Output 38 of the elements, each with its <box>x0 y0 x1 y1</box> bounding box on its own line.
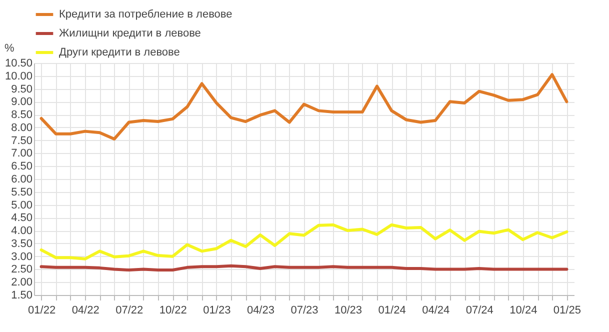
line-series <box>40 73 568 141</box>
y-tick-label: 6.00 <box>11 174 32 186</box>
x-tick-label: 04/24 <box>422 304 450 316</box>
y-tick-label: 1.50 <box>11 290 32 302</box>
y-tick-label: 9.50 <box>11 83 32 96</box>
y-axis-title: % <box>4 42 14 54</box>
y-tick-label: 4.00 <box>11 225 32 238</box>
x-tick-label: 07/24 <box>466 304 494 316</box>
y-tick-label: 2.00 <box>11 276 32 289</box>
x-tick-label: 01/22 <box>28 304 56 316</box>
y-tick-label: 3.50 <box>11 238 32 250</box>
y-tick-label: 7.50 <box>11 134 32 147</box>
y-tick-label: 8.00 <box>11 122 32 134</box>
legend-label: Други кредити в левове <box>59 46 180 58</box>
y-tick-label: 9.00 <box>11 96 32 108</box>
x-tick-label: 10/23 <box>334 304 362 316</box>
y-tick-label: 2.50 <box>11 264 32 276</box>
y-tick-label: 5.00 <box>11 199 32 212</box>
y-tick-label: 10.00 <box>4 70 32 82</box>
x-tick-label: 04/22 <box>72 304 100 316</box>
y-tick-label: 3.00 <box>11 250 32 263</box>
x-tick-label: 01/23 <box>203 304 231 316</box>
x-tick-label: 10/22 <box>159 304 187 316</box>
x-tick-label: 01/24 <box>378 304 406 316</box>
x-tick-label: 04/23 <box>246 304 274 316</box>
legend-label: Жилищни кредити в левове <box>59 28 201 40</box>
y-tick-label: 7.00 <box>11 148 32 160</box>
x-tick-label: 01/25 <box>553 304 581 316</box>
y-tick-label: 10.50 <box>4 58 32 70</box>
line-series <box>40 223 568 260</box>
y-tick-label: 8.50 <box>11 109 32 122</box>
y-tick-label: 4.50 <box>11 212 32 224</box>
y-tick-label: 5.50 <box>11 186 32 198</box>
x-tick-label: 10/24 <box>510 304 538 316</box>
x-tick-label: 07/22 <box>116 304 144 316</box>
y-tick-label: 6.50 <box>11 160 32 173</box>
x-tick-label: 07/23 <box>290 304 318 316</box>
legend-label: Кредити за потребление в левове <box>59 8 232 20</box>
